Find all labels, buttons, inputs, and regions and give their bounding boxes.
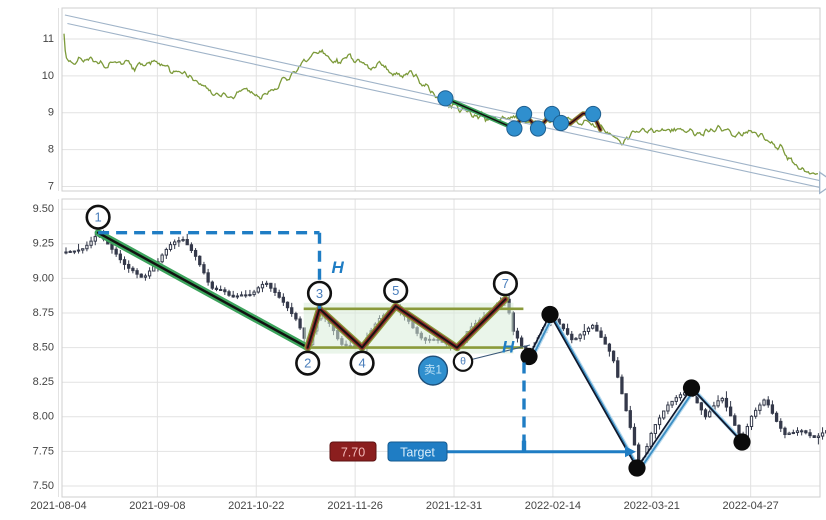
svg-text:8.00: 8.00 [33,411,54,423]
svg-text:2021-11-26: 2021-11-26 [327,500,382,512]
svg-text:θ: θ [460,356,466,368]
svg-text:11: 11 [43,33,54,45]
svg-text:7.75: 7.75 [33,445,54,457]
svg-text:3: 3 [316,286,323,301]
svg-text:2021-12-31: 2021-12-31 [426,500,482,512]
svg-text:2: 2 [304,356,311,371]
svg-text:2022-03-21: 2022-03-21 [624,500,680,512]
svg-text:8.75: 8.75 [33,307,54,319]
svg-text:7.50: 7.50 [33,480,54,492]
svg-text:4: 4 [358,356,365,371]
svg-text:8.50: 8.50 [33,342,54,354]
svg-text:卖1: 卖1 [424,364,442,377]
svg-text:10: 10 [42,70,54,82]
svg-text:2022-02-14: 2022-02-14 [525,500,581,512]
svg-text:Target: Target [400,446,435,460]
svg-text:9.00: 9.00 [33,272,54,284]
svg-text:5: 5 [392,283,399,298]
svg-text:H: H [502,337,515,356]
svg-text:7.70: 7.70 [341,446,365,460]
svg-text:2021-10-22: 2021-10-22 [228,500,284,512]
svg-text:7: 7 [502,276,509,291]
svg-text:2021-09-08: 2021-09-08 [129,500,185,512]
svg-text:2021-08-04: 2021-08-04 [30,500,86,512]
svg-text:H: H [332,258,345,277]
svg-text:8.25: 8.25 [33,376,54,388]
svg-text:1: 1 [94,210,101,225]
svg-text:9.25: 9.25 [33,238,54,250]
svg-text:9.50: 9.50 [33,203,54,215]
svg-text:2022-04-27: 2022-04-27 [723,500,779,512]
svg-text:7: 7 [48,180,54,192]
svg-text:9: 9 [48,107,54,119]
svg-text:8: 8 [48,144,54,156]
